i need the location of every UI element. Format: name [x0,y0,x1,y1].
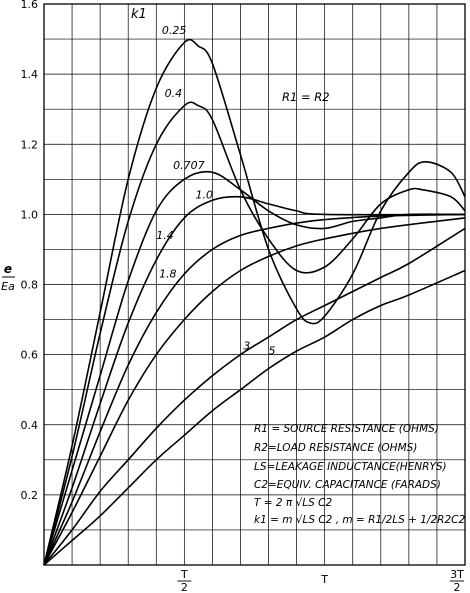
x-tick-denominator: 2 [181,581,188,593]
series-line [43,195,466,566]
series-label: 0.707 [173,159,205,172]
series-label: 0.4 [165,87,183,100]
series-line [43,101,466,566]
series-label: 1.0 [196,189,214,202]
series-label: 3 [243,339,250,352]
chart-grid [44,4,465,565]
y-tick-label: 0.4 [21,419,39,432]
series-1-8: 1.8 [43,217,466,566]
y-tick-label: 0.2 [21,489,39,502]
series-0-707: 0.707 [43,159,466,566]
y-tick-label: 1.0 [21,208,39,221]
series-line [43,170,466,566]
legend-line-1: R1 = SOURCE RESISTANCE (OHMS) [254,423,439,435]
y-axis-label-denominator: Ea [1,280,15,293]
series-label: 0.25 [162,24,187,37]
series-5: 5 [43,269,466,566]
series-label: 1.4 [156,229,174,242]
x-tick-numerator: T [320,573,328,586]
plot-frame [43,3,466,566]
series-line [43,217,466,566]
y-axis-label-numerator: e [4,262,12,276]
response-curves: 0.25 0.4 0.707 1.0 1.4 1.8 3 5 [43,24,466,566]
y-tick-label: 1.6 [21,0,39,11]
y-tick-label: 1.4 [21,68,39,81]
y-tick-label: 0.6 [21,349,39,362]
series-line [43,38,466,566]
x-tick-label: T2 [177,568,192,593]
legend-line-4: C2=EQUIV. CAPACITANCE (FARADS) [254,479,441,491]
legend-line-3: LS=LEAKAGE INDUCTANCE(HENRYS) [254,461,447,473]
series-line [43,227,466,566]
series-line [43,269,466,566]
x-tick-numerator: T [180,568,188,581]
y-tick-label: 0.8 [21,279,39,292]
condition-label: R1 = R2 [282,90,330,104]
series-label: 1.8 [159,267,177,280]
series-1-0: 1.0 [43,189,466,566]
series-line [43,213,466,566]
series-0-25: 0.25 [43,24,466,566]
series-0-4: 0.4 [43,87,466,566]
legend-line-2: R2=LOAD RESISTANCE (OHMS) [254,442,417,454]
x-tick-label: T [320,573,328,586]
series-header: k1 [131,7,147,22]
x-tick-label: 3T2 [450,568,464,593]
series-label: 5 [269,345,276,358]
legend-line-5: T = 2 π √LS C2 [254,497,332,509]
x-tick-numerator: 3T [450,568,464,581]
plot-border [43,3,466,566]
legend-block: R1 = SOURCE RESISTANCE (OHMS) R2=LOAD RE… [254,423,465,526]
series-1-4: 1.4 [43,213,466,566]
y-axis-label: e Ea [1,262,15,293]
legend-line-6: k1 = m √LS C2 , m = R1/2LS + 1/2R2C2 [254,514,465,526]
y-tick-label: 1.2 [21,138,39,151]
x-tick-denominator: 2 [454,581,461,593]
series-3: 3 [43,227,466,566]
